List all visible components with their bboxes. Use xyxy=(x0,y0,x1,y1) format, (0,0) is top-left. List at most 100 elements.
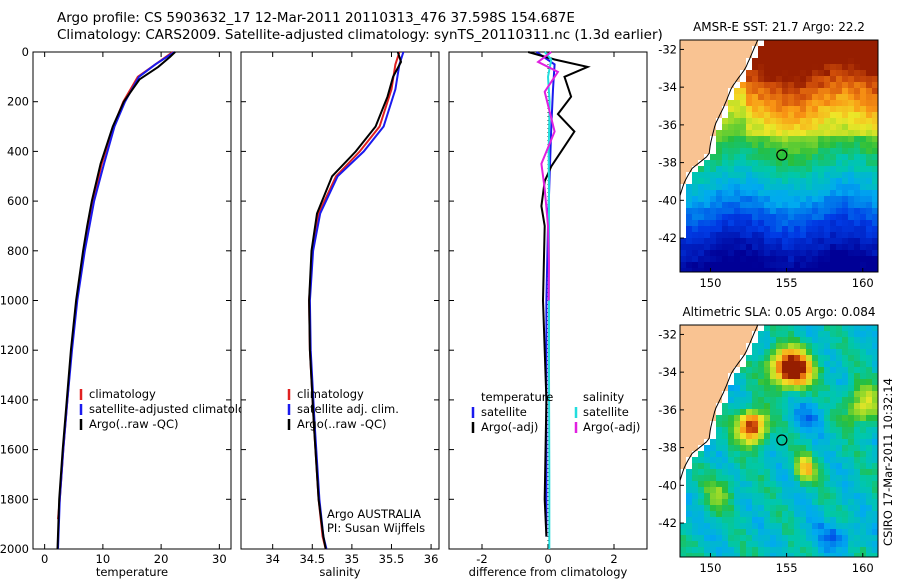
map-cell xyxy=(728,124,734,130)
map-cell xyxy=(836,397,842,403)
map-cell xyxy=(872,40,878,46)
map-cell xyxy=(866,415,872,421)
map-cell xyxy=(728,106,734,112)
map-cell xyxy=(824,337,830,343)
map-cell xyxy=(860,487,866,493)
map-cell xyxy=(848,493,854,499)
map-cell xyxy=(710,505,716,511)
map-cell xyxy=(716,136,722,142)
map-cell xyxy=(716,262,722,268)
map-cell xyxy=(716,355,722,361)
map-cell xyxy=(806,361,812,367)
map-cell xyxy=(824,160,830,166)
map-cell xyxy=(848,385,854,391)
map-cell xyxy=(734,331,740,337)
map-cell xyxy=(776,262,782,268)
map-cell xyxy=(704,130,710,136)
map-cell xyxy=(860,331,866,337)
map-cell xyxy=(812,214,818,220)
map-cell xyxy=(692,451,698,457)
map-cell xyxy=(860,511,866,517)
map-cell xyxy=(830,82,836,88)
map-cell xyxy=(734,238,740,244)
map-cell xyxy=(734,76,740,82)
map-cell xyxy=(746,238,752,244)
map-cell xyxy=(722,421,728,427)
map-cell xyxy=(746,511,752,517)
map-cell xyxy=(728,58,734,64)
map-cell xyxy=(758,100,764,106)
map-cell xyxy=(776,172,782,178)
map-cell xyxy=(842,262,848,268)
map-cell xyxy=(680,100,686,106)
map-cell xyxy=(866,220,872,226)
map-cell xyxy=(854,100,860,106)
map-cell xyxy=(842,463,848,469)
map-cell xyxy=(764,457,770,463)
map-x-tick-label: 155 xyxy=(776,276,798,290)
map-cell xyxy=(848,70,854,76)
map-cell xyxy=(860,547,866,553)
map-cell xyxy=(824,202,830,208)
map-cell xyxy=(776,214,782,220)
map-cell xyxy=(806,184,812,190)
map-cell xyxy=(698,475,704,481)
map-cell xyxy=(716,94,722,100)
map-cell xyxy=(728,214,734,220)
map-cell xyxy=(872,343,878,349)
map-cell xyxy=(854,196,860,202)
map-cell xyxy=(854,226,860,232)
map-cell xyxy=(752,118,758,124)
map-cell xyxy=(860,136,866,142)
map-cell xyxy=(866,451,872,457)
map-cell xyxy=(830,469,836,475)
map-cell xyxy=(872,457,878,463)
map-cell xyxy=(722,481,728,487)
map-cell xyxy=(830,379,836,385)
map-cell xyxy=(704,511,710,517)
map-cell xyxy=(782,403,788,409)
map-cell xyxy=(818,124,824,130)
map-cell xyxy=(854,445,860,451)
map-cell xyxy=(740,427,746,433)
map-cell xyxy=(830,262,836,268)
map-cell xyxy=(842,535,848,541)
map-cell xyxy=(842,439,848,445)
map-cell xyxy=(824,196,830,202)
map-cell xyxy=(788,493,794,499)
map-cell xyxy=(716,58,722,64)
map-cell xyxy=(782,361,788,367)
map-cell xyxy=(764,445,770,451)
map-cell xyxy=(740,70,746,76)
map-cell xyxy=(866,403,872,409)
map-cell xyxy=(716,64,722,70)
map-cell xyxy=(746,208,752,214)
map-cell xyxy=(680,547,686,553)
map-cell xyxy=(758,136,764,142)
map-cell xyxy=(770,355,776,361)
map-cell xyxy=(734,100,740,106)
map-cell xyxy=(776,124,782,130)
map-cell xyxy=(788,256,794,262)
map-cell xyxy=(722,166,728,172)
map-cell xyxy=(710,88,716,94)
map-cell xyxy=(746,64,752,70)
map-cell xyxy=(824,82,830,88)
map-cell xyxy=(836,244,842,250)
map-cell xyxy=(710,403,716,409)
map-cell xyxy=(824,238,830,244)
map-cell xyxy=(854,262,860,268)
map-cell xyxy=(692,106,698,112)
map-cell xyxy=(740,166,746,172)
map-cell xyxy=(860,475,866,481)
map-cell xyxy=(854,451,860,457)
map-cell xyxy=(728,415,734,421)
map-cell xyxy=(800,76,806,82)
map-cell xyxy=(860,40,866,46)
map-cell xyxy=(692,409,698,415)
map-cell xyxy=(716,214,722,220)
map-cell xyxy=(770,409,776,415)
map-cell xyxy=(686,409,692,415)
map-cell xyxy=(836,355,842,361)
map-cell xyxy=(728,238,734,244)
